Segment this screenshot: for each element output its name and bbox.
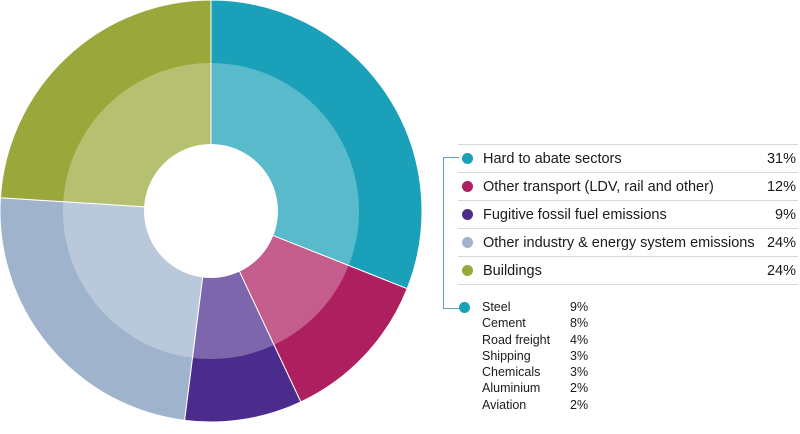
breakdown-value: 2% bbox=[570, 381, 589, 396]
legend-dot-icon bbox=[462, 153, 473, 164]
slice-outer-other-transport-ldv-rail-and-other bbox=[210, 210, 408, 403]
legend-value: 24% bbox=[766, 262, 796, 279]
breakdown-item: Aviation 2% bbox=[482, 397, 600, 413]
legend-label: Fugitive fossil fuel emissions bbox=[483, 206, 667, 223]
legend-item-fugitive: Fugitive fossil fuel emissions 9% bbox=[458, 201, 798, 229]
donut-hole bbox=[144, 144, 278, 278]
donut-chart bbox=[0, 0, 423, 423]
breakdown-label: Steel bbox=[482, 300, 511, 314]
slice-outer-other-industry-energy-system-emissions bbox=[0, 197, 212, 421]
legend-value: 24% bbox=[766, 234, 796, 251]
slice-outer-buildings bbox=[0, 0, 212, 212]
legend-label: Other transport (LDV, rail and other) bbox=[483, 178, 714, 195]
breakdown-list: Steel 9% Cement 8% Road freight 4% Shipping… bbox=[482, 299, 600, 413]
breakdown-value: 3% bbox=[570, 348, 589, 363]
legend-label: Hard to abate sectors bbox=[483, 150, 622, 167]
breakdown-label: Road freight bbox=[482, 332, 551, 347]
breakdown-item: Shipping 3% bbox=[482, 348, 600, 364]
breakdown-item: Steel 9% bbox=[482, 299, 600, 315]
legend-item-hard-to-abate: Hard to abate sectors 31% bbox=[458, 144, 798, 173]
legend-dot-icon bbox=[462, 181, 473, 192]
breakdown-item: Chemicals 3% bbox=[482, 364, 600, 380]
breakdown-value: 2% bbox=[570, 397, 589, 412]
legend-dot-icon bbox=[462, 265, 473, 276]
breakdown-label: Aviation bbox=[482, 397, 527, 412]
breakdown-label: Aluminium bbox=[482, 381, 541, 396]
legend-bracket-bottom bbox=[443, 308, 459, 309]
legend-item-buildings: Buildings 24% bbox=[458, 257, 798, 285]
legend-value: 12% bbox=[766, 178, 796, 195]
breakdown-label: Shipping bbox=[482, 348, 531, 363]
breakdown-label: Chemicals bbox=[482, 365, 541, 380]
legend-item-other-industry: Other industry & energy system emissions… bbox=[458, 229, 798, 257]
legend-item-other-transport: Other transport (LDV, rail and other) 12… bbox=[458, 173, 798, 201]
legend-label: Other industry & energy system emissions bbox=[483, 234, 755, 251]
legend-bracket-top bbox=[443, 157, 459, 158]
legend-value: 9% bbox=[775, 206, 796, 223]
breakdown-value: 3% bbox=[570, 365, 589, 380]
breakdown-value: 9% bbox=[570, 300, 589, 314]
breakdown-item: Road freight 4% bbox=[482, 332, 600, 348]
breakdown-value: 8% bbox=[570, 316, 589, 331]
breakdown-item: Cement 8% bbox=[482, 315, 600, 331]
breakdown-dot-icon bbox=[459, 302, 470, 313]
breakdown-label: Cement bbox=[482, 316, 526, 331]
breakdown-value: 4% bbox=[570, 332, 589, 347]
legend-dot-icon bbox=[462, 237, 473, 248]
legend-label: Buildings bbox=[483, 262, 542, 279]
legend: Hard to abate sectors 31% Other transpor… bbox=[458, 144, 798, 285]
legend-bracket bbox=[443, 157, 444, 308]
legend-value: 31% bbox=[766, 150, 796, 167]
breakdown-item: Aluminium 2% bbox=[482, 380, 600, 396]
legend-dot-icon bbox=[462, 209, 473, 220]
